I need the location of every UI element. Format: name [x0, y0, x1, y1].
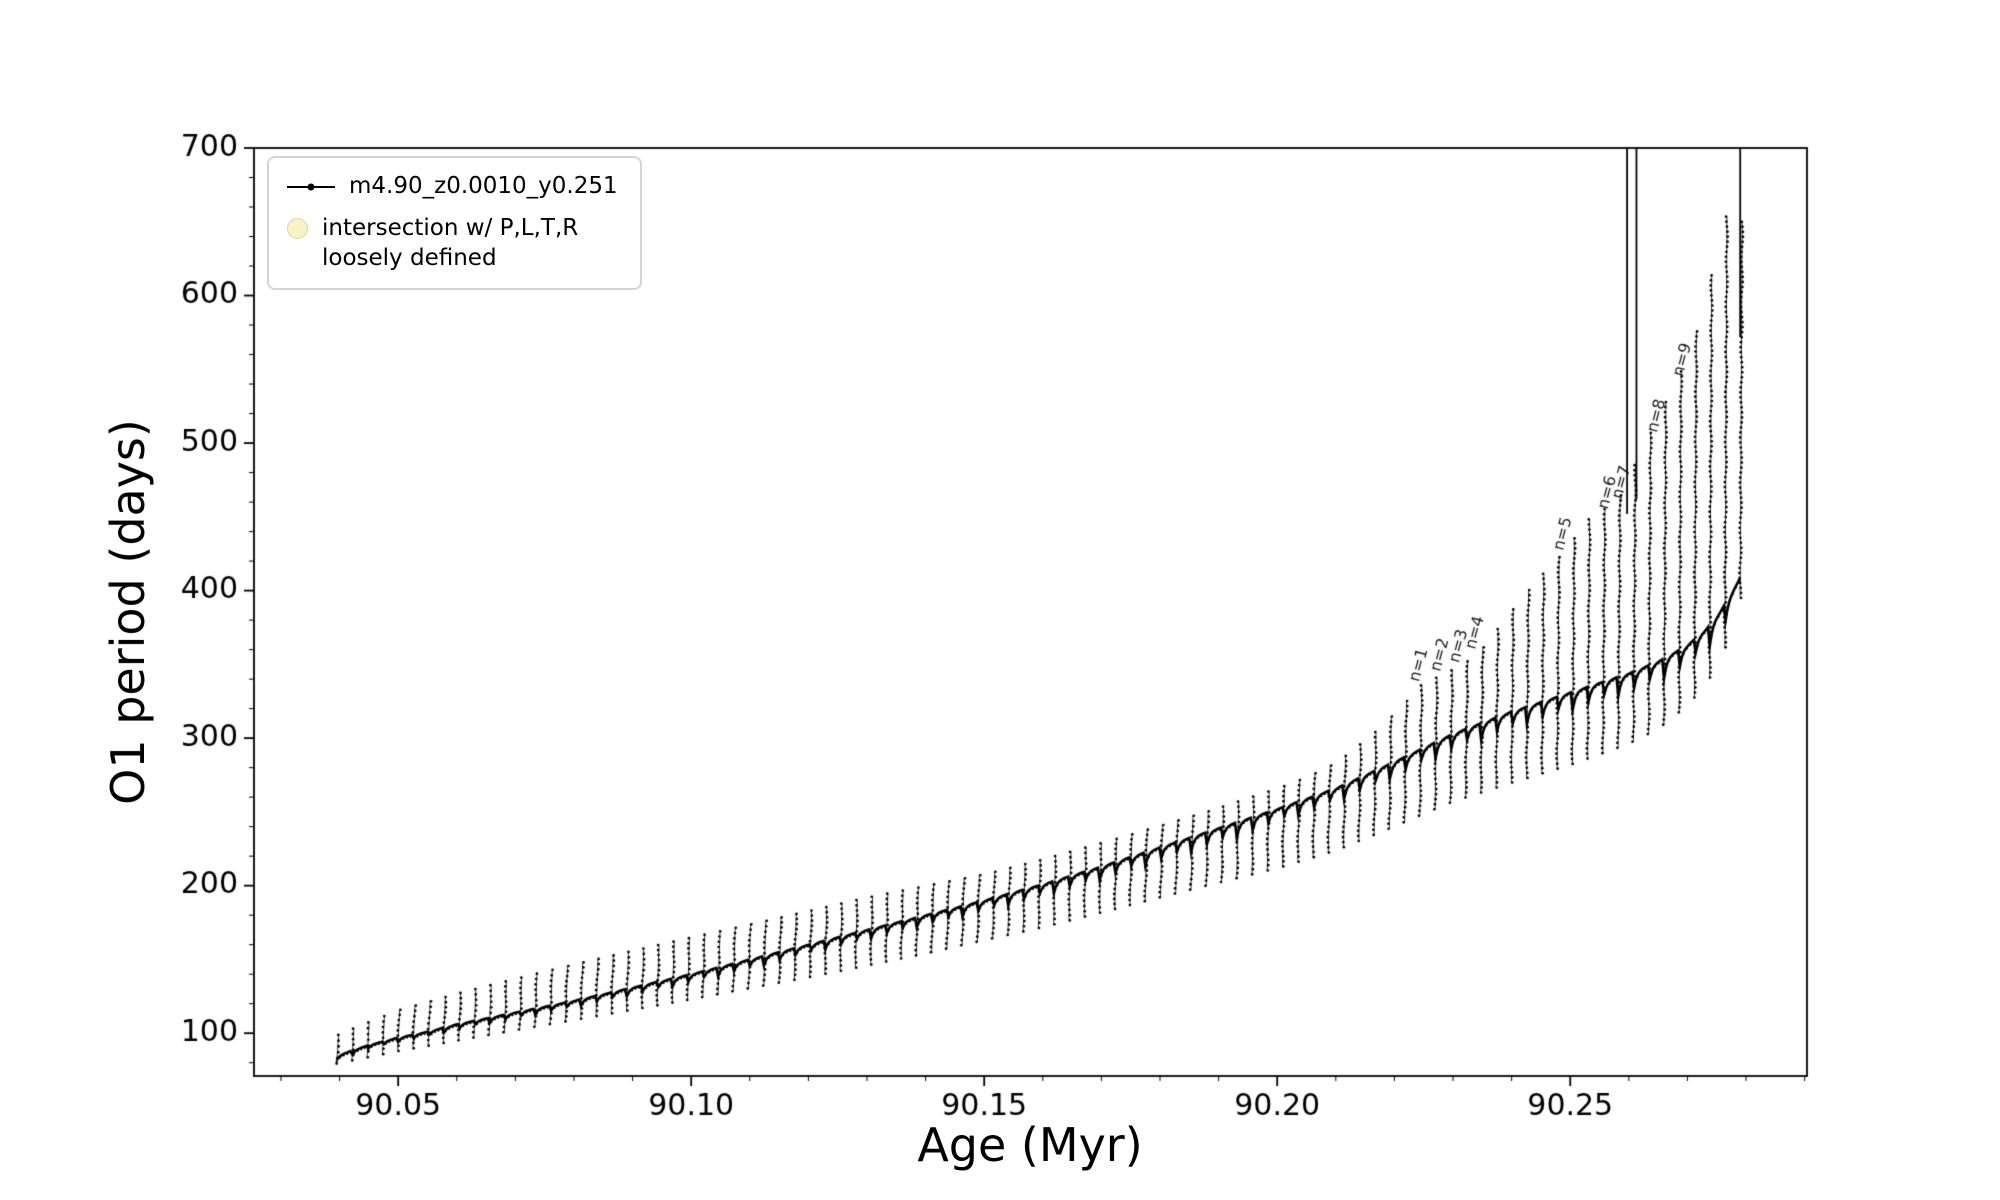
y-axis-label: O1 period (days)	[101, 419, 155, 805]
legend-series-label: m4.90_z0.0010_y0.251	[349, 173, 618, 199]
circle-marker-icon	[287, 217, 308, 239]
legend-intersection-line2: loosely defined	[322, 244, 497, 271]
line-marker-icon	[287, 183, 335, 191]
legend-entry-intersection: intersection w/ P,L,T,R loosely defined	[287, 214, 618, 274]
legend-intersection-line1: intersection w/ P,L,T,R	[322, 214, 579, 241]
legend-intersection-label: intersection w/ P,L,T,R loosely defined	[322, 214, 578, 274]
dot-marker-icon	[307, 183, 315, 191]
legend-entry-series: m4.90_z0.0010_y0.251	[287, 172, 618, 202]
x-axis-label: Age (Myr)	[917, 1118, 1143, 1172]
legend: m4.90_z0.0010_y0.251 intersection w/ P,L…	[267, 156, 642, 290]
